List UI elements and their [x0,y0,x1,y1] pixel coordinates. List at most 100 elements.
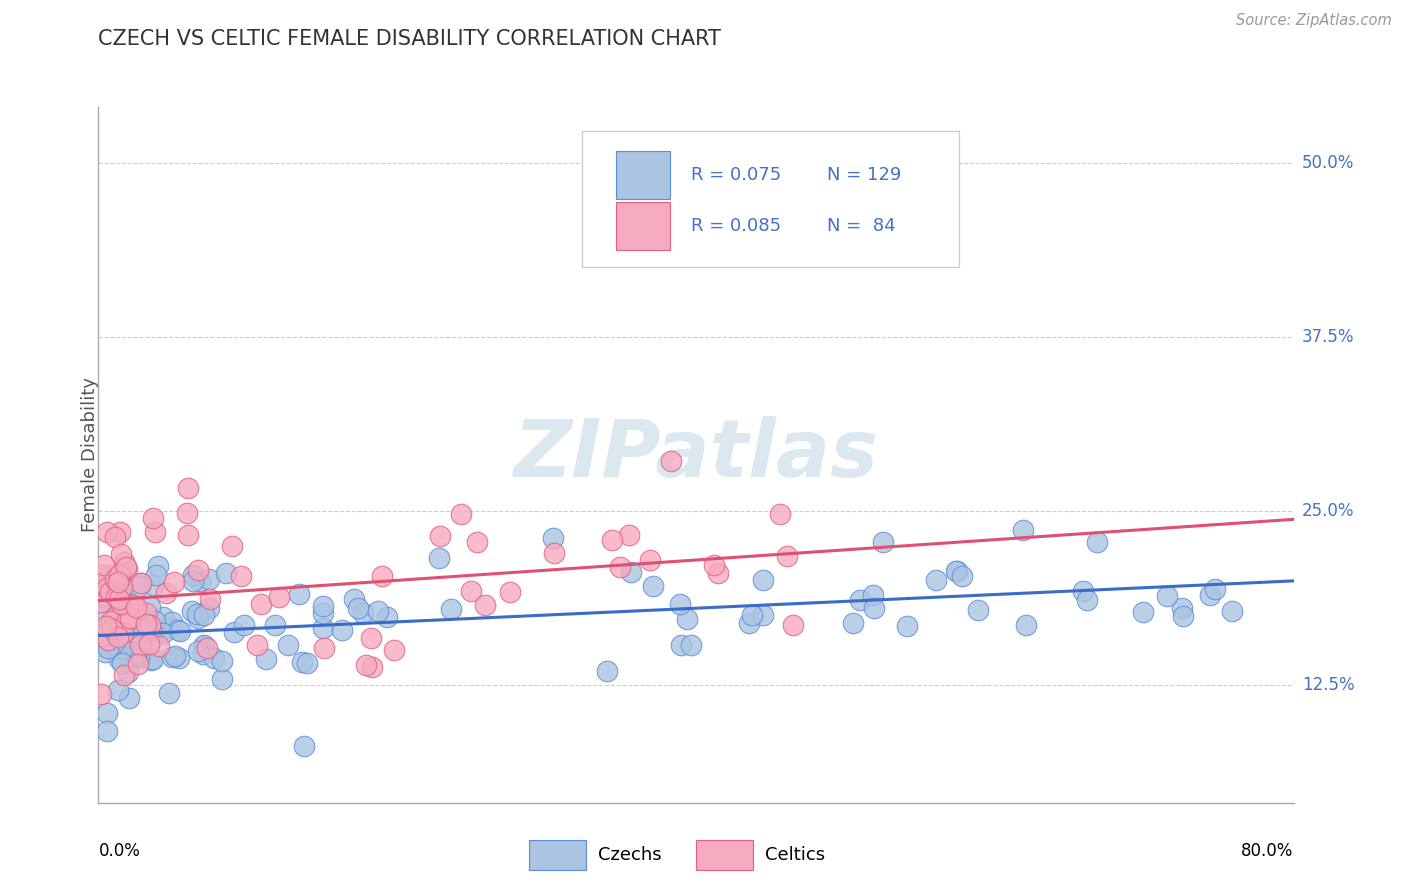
Point [460,584,482,599]
Point [111,626,134,640]
Point [90,607,112,622]
Point [108,592,131,607]
Point [110,598,132,612]
Point [499,585,522,599]
Point [782,618,804,632]
Point [160,615,183,630]
Point [115,559,138,574]
Point [277,638,299,652]
Point [292,739,315,753]
Point [211,673,233,687]
Point [93,645,115,659]
Point [139,653,162,667]
Point [103,642,125,657]
Point [105,608,128,623]
Point [202,651,225,665]
Point [143,614,166,628]
FancyBboxPatch shape [616,151,669,199]
Point [112,607,135,622]
Point [924,573,946,587]
Text: 0.0%: 0.0% [98,842,141,860]
Point [177,481,200,495]
Point [122,625,145,640]
Point [187,611,209,625]
Point [198,601,221,615]
Point [297,657,319,671]
Point [112,555,135,569]
Point [193,638,215,652]
Point [142,577,165,591]
Point [118,635,141,649]
Point [620,566,643,580]
Point [94,619,117,633]
Point [229,569,252,583]
Point [167,650,190,665]
Point [465,534,488,549]
Point [104,575,127,590]
Point [330,624,353,638]
Point [752,573,775,587]
Point [117,598,139,612]
Point [155,586,177,600]
Point [671,638,693,652]
Point [176,506,198,520]
Text: 12.5%: 12.5% [1302,675,1354,693]
Point [945,564,967,578]
Point [127,657,149,671]
Point [1222,603,1244,617]
Point [101,622,124,636]
Point [90,639,112,653]
Point [966,603,988,617]
Point [129,576,152,591]
Point [117,665,139,680]
Point [751,608,773,623]
Point [141,623,163,637]
Point [100,634,122,648]
Point [254,651,277,665]
Point [112,668,135,682]
Point [152,625,174,640]
Point [195,641,218,656]
Point [108,598,131,612]
Point [112,640,135,655]
Point [250,597,273,611]
Point [100,614,122,628]
Point [145,568,167,582]
Point [98,567,121,582]
Point [1204,582,1226,597]
Point [354,658,377,673]
Point [93,625,115,640]
Point [347,601,370,615]
Point [849,593,872,607]
Point [1171,609,1194,624]
Point [142,652,165,666]
Point [135,616,157,631]
Point [115,617,138,632]
Point [269,591,291,605]
Point [450,508,472,522]
Point [96,581,118,595]
FancyBboxPatch shape [616,202,669,251]
Point [193,608,215,623]
Point [96,724,118,739]
Point [211,654,233,668]
Point [311,607,333,621]
Point [287,587,309,601]
Text: ZIPatlas: ZIPatlas [513,416,879,494]
Point [187,643,209,657]
Point [186,607,208,622]
Point [675,612,697,626]
Point [120,611,142,625]
Point [896,619,918,633]
Text: Czechs: Czechs [598,846,662,864]
Point [169,624,191,639]
Point [193,640,215,654]
Point [842,616,865,631]
Point [360,631,382,645]
Point [117,562,139,576]
Point [600,533,623,548]
Point [163,574,186,589]
Point [129,639,152,653]
Point [872,535,894,549]
Point [224,624,246,639]
